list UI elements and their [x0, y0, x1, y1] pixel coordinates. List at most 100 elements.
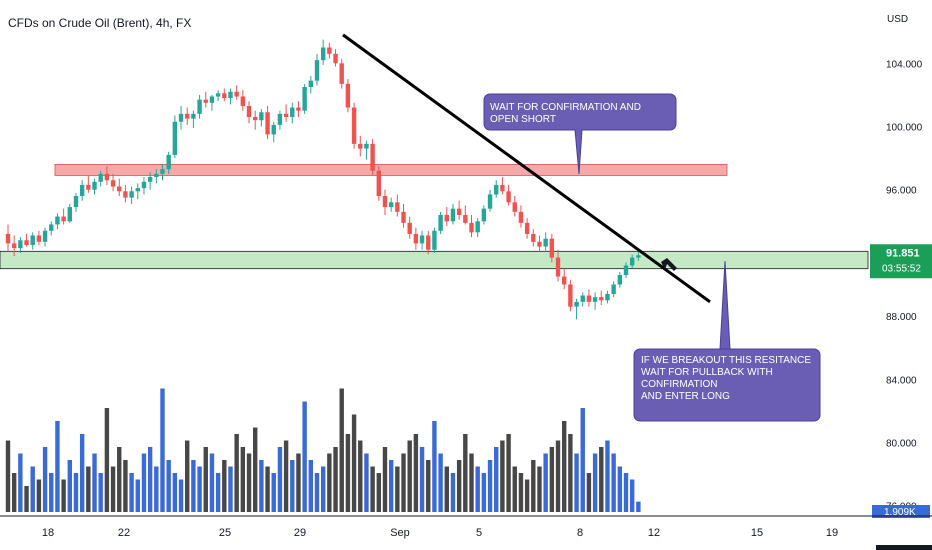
volume-bar [574, 453, 579, 512]
candle-body [203, 99, 208, 103]
candle-body [500, 184, 505, 192]
annotation-long-line-1: IF WE BREAKOUT THIS RESITANCE [641, 355, 812, 366]
candle-body [308, 80, 314, 87]
candle-body [178, 113, 184, 122]
support-zone [0, 250, 869, 270]
candle-body [407, 222, 412, 234]
volume-bar [240, 447, 246, 512]
candle-body [376, 170, 381, 197]
candle-body [30, 235, 35, 245]
volume-bar [79, 434, 85, 512]
volume-bar [599, 447, 604, 512]
volume-bar [512, 466, 517, 512]
x-tick-label: 8 [577, 527, 583, 539]
x-tick-label: 15 [751, 527, 763, 539]
volume-bar [456, 460, 462, 512]
volume-bar [432, 421, 437, 512]
candle-body [73, 196, 79, 208]
volume-bar [86, 466, 91, 512]
volume-bar [49, 473, 54, 512]
volume-bar [259, 460, 264, 512]
volume-bar [42, 447, 48, 512]
candle-body [617, 275, 623, 285]
y-tick-label: 100.000 [886, 122, 923, 133]
candle-body [11, 243, 17, 249]
volume-bar [487, 460, 493, 512]
candle-body [24, 240, 29, 245]
volume-bar [160, 388, 165, 512]
candle-body [599, 297, 604, 301]
annotation-short-box [483, 93, 677, 175]
volume-bar [605, 440, 610, 512]
candle-body [382, 196, 388, 208]
candle-body [222, 93, 227, 99]
candle-body [629, 257, 635, 266]
y-tick-label: 80.000 [886, 438, 917, 449]
volume-bar [253, 427, 258, 512]
volume-bar [18, 453, 23, 512]
volume-bar [401, 453, 406, 512]
annotation-short-text: WAIT FOR CONFIRMATION AND OPEN SHORT [490, 102, 670, 126]
y-tick-label: 96.000 [886, 186, 917, 197]
candle-body [246, 105, 252, 118]
candle-body [537, 241, 542, 247]
annotation-long-box [633, 260, 821, 422]
volume-bar [203, 447, 208, 512]
volume-bar [234, 434, 239, 512]
volume-bar [351, 414, 357, 512]
candle-body [185, 113, 190, 119]
annotation-long-text: IF WE BREAKOUT THIS RESITANCE WAIT FOR P… [641, 355, 821, 403]
candle-body [518, 211, 524, 223]
candle-body [444, 214, 449, 222]
candle-body [592, 297, 598, 302]
x-tick-label: 29 [294, 527, 306, 539]
resistance-zone [54, 164, 728, 176]
time-badge [876, 545, 932, 550]
candle-body [524, 222, 530, 234]
volume-label: 1.909K [884, 507, 916, 518]
volume-bar [494, 447, 499, 512]
candle-body [110, 180, 116, 187]
candle-body [18, 240, 23, 249]
candle-body [141, 181, 147, 189]
candle-body [147, 177, 153, 182]
volume-bar [586, 473, 592, 512]
candle-body [240, 96, 246, 106]
candle-body [339, 63, 344, 84]
volume-bar [222, 460, 227, 512]
candle-body [401, 211, 406, 223]
x-tick-label: 22 [118, 527, 130, 539]
volume-bar [562, 421, 567, 512]
x-tick-label: 19 [826, 527, 838, 539]
volume-bar [469, 453, 474, 512]
volume-bar [30, 466, 35, 512]
chart-title: CFDs on Crude Oil (Brent), 4h, FX [8, 16, 192, 30]
volume-bar [104, 408, 110, 512]
candle-body [154, 173, 159, 178]
volume-badge [872, 505, 930, 518]
candle-body [234, 91, 239, 97]
volume-bar [327, 453, 332, 512]
volume-bar [215, 473, 221, 512]
x-tick-label: 18 [42, 527, 54, 539]
volume-bar [395, 466, 400, 512]
volume-bar [5, 440, 11, 512]
candle-body [370, 143, 375, 171]
candle-body [283, 113, 289, 118]
candle-body [432, 230, 437, 250]
candle-body [611, 284, 616, 294]
candle-body [463, 214, 468, 223]
volume-bar [290, 460, 295, 512]
candle-body [531, 233, 536, 242]
volume-bar [55, 421, 60, 512]
candle-body [36, 235, 42, 242]
volume-bar [370, 466, 375, 512]
candle-body [271, 124, 276, 135]
candle-body [456, 208, 462, 215]
candle-body [475, 221, 480, 233]
volume-bar [481, 473, 487, 512]
candle-body [320, 47, 326, 61]
candle-body [395, 202, 400, 212]
x-tick-label: 5 [476, 527, 482, 539]
